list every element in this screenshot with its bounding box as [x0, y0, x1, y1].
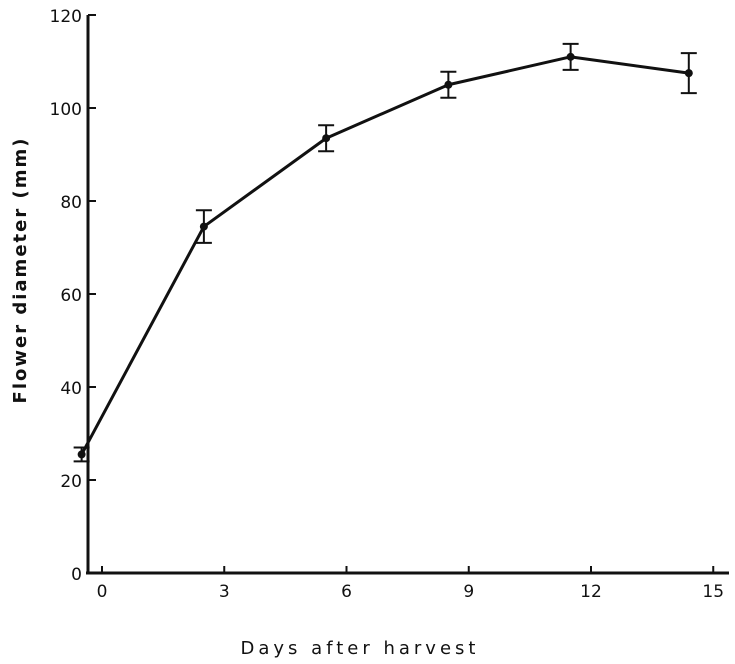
data-point — [444, 80, 453, 89]
data-point — [199, 222, 208, 231]
data-point — [322, 134, 331, 143]
y-tick-label: 100 — [50, 100, 82, 120]
data-point — [566, 52, 575, 61]
y-axis-label: Flower diameter (mm) — [10, 137, 31, 404]
y-tick-label: 0 — [71, 565, 82, 585]
y-tick-label: 80 — [60, 193, 82, 213]
x-axis-label: Days after harvest — [241, 638, 480, 659]
data-point — [77, 450, 86, 459]
y-tick-label: 60 — [60, 286, 82, 306]
y-tick-label: 120 — [50, 7, 82, 27]
x-tick-label: 0 — [97, 582, 108, 602]
y-ticks: 0 20 40 60 80 100 120 — [50, 7, 96, 585]
x-tick-label: 9 — [463, 582, 474, 602]
y-tick-label: 40 — [60, 379, 82, 399]
data-point — [684, 69, 693, 78]
plot-area: 0 20 40 60 80 100 120 0 3 6 9 12 15 — [50, 7, 729, 602]
x-tick-label: 12 — [580, 582, 602, 602]
series — [73, 42, 697, 463]
x-tick-label: 6 — [341, 582, 352, 602]
series-line — [80, 55, 690, 456]
x-ticks: 0 3 6 9 12 15 — [97, 566, 724, 602]
x-tick-label: 15 — [702, 582, 724, 602]
y-tick-label: 20 — [60, 472, 82, 492]
x-tick-label: 3 — [219, 582, 230, 602]
